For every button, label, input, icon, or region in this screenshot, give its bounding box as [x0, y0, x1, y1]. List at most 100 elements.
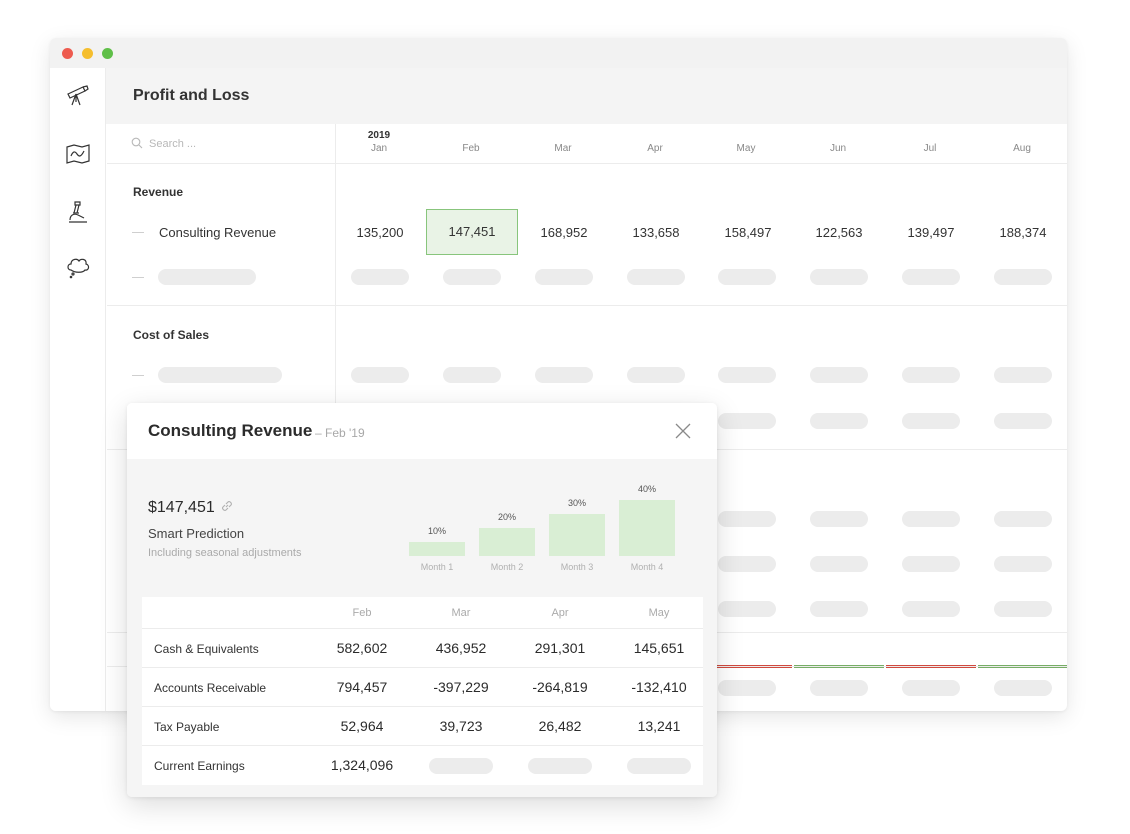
minimize-window-button[interactable] [82, 48, 93, 59]
search-box[interactable] [107, 124, 335, 164]
placeholder-cell [718, 680, 776, 696]
cell-jul[interactable]: 139,497 [907, 225, 955, 240]
popup-subtitle: – Feb '19 [315, 426, 365, 440]
link-icon[interactable] [220, 499, 234, 518]
placeholder-cell [627, 367, 685, 383]
table-cell: -132,410 [631, 679, 687, 695]
placeholder-cell [627, 758, 691, 774]
placeholder-cell [718, 511, 776, 527]
thought-cloud-icon[interactable] [64, 254, 92, 282]
cell-feb-selected[interactable]: 147,451 [426, 209, 518, 255]
placeholder-cell [718, 269, 776, 285]
page-header: Profit and Loss [106, 68, 1067, 124]
table-header-row: Feb Mar Apr May [142, 597, 703, 629]
prediction-bar-label: 30% [567, 498, 586, 508]
maximize-window-button[interactable] [102, 48, 113, 59]
page-title: Profit and Loss [133, 87, 250, 104]
prediction-bar-label: 10% [427, 526, 446, 536]
table-cell: 1,324,096 [330, 757, 394, 773]
cell-apr[interactable]: 133,658 [632, 225, 680, 240]
placeholder-cell [429, 758, 493, 774]
placeholder-cell [994, 601, 1052, 617]
table-cell: 145,651 [633, 640, 685, 656]
placeholder-cell [535, 367, 593, 383]
table-cell: 794,457 [336, 679, 388, 695]
placeholder-cell [994, 556, 1052, 572]
close-icon[interactable] [673, 421, 693, 441]
table-row: Current Earnings 1,324,096 [142, 746, 703, 785]
table-cell: 291,301 [534, 640, 586, 656]
table-cell: 39,723 [439, 718, 483, 734]
table-row: Tax Payable 52,964 39,723 26,482 13,241 [142, 707, 703, 746]
column-header-jul: Jul [923, 143, 937, 154]
column-header-apr: Apr [647, 143, 663, 154]
placeholder-label [158, 367, 282, 383]
table-row: Accounts Receivable 794,457 -397,229 -26… [142, 668, 703, 707]
placeholder-cell [810, 413, 868, 429]
placeholder-cell [718, 601, 776, 617]
prediction-bar [619, 500, 675, 556]
map-icon[interactable] [64, 140, 92, 168]
section-title-revenue: Revenue [133, 185, 184, 199]
row-dash [132, 232, 144, 233]
cell-jun[interactable]: 122,563 [815, 225, 863, 240]
popup-title: Consulting Revenue [148, 421, 313, 440]
column-header-aug: Aug [1013, 143, 1031, 154]
placeholder-cell [351, 367, 409, 383]
table-header-may: May [648, 607, 670, 619]
telescope-icon[interactable] [64, 82, 92, 110]
placeholder-cell [528, 758, 592, 774]
placeholder-cell [810, 556, 868, 572]
row-label: Current Earnings [154, 759, 245, 773]
row-label: Accounts Receivable [154, 681, 267, 695]
prediction-bar-label: 20% [497, 512, 516, 522]
placeholder-cell [902, 601, 960, 617]
column-header-mar: Mar [554, 143, 572, 154]
detail-popup: Consulting Revenue – Feb '19 $147,451 Sm… [127, 403, 717, 797]
column-header-jan: Jan [370, 143, 388, 154]
placeholder-cell [810, 680, 868, 696]
placeholder-cell [902, 413, 960, 429]
cell-jan[interactable]: 135,200 [356, 225, 404, 240]
placeholder-label [158, 269, 256, 285]
prediction-month-label: Month 3 [560, 562, 594, 572]
column-header-feb: Feb [462, 143, 480, 154]
placeholder-cell [627, 269, 685, 285]
placeholder-cell [718, 367, 776, 383]
table-cell: 26,482 [538, 718, 582, 734]
placeholder-cell [994, 367, 1052, 383]
placeholder-cell [351, 269, 409, 285]
prediction-bar-label: 40% [637, 484, 656, 494]
table-cell: 582,602 [336, 640, 388, 656]
cell-may[interactable]: 158,497 [724, 225, 772, 240]
column-header-may: May [736, 143, 756, 154]
placeholder-cell [902, 367, 960, 383]
row-label: Tax Payable [154, 720, 220, 734]
close-window-button[interactable] [62, 48, 73, 59]
prediction-month-label: Month 1 [420, 562, 454, 572]
placeholder-cell [902, 680, 960, 696]
section-divider [107, 305, 1067, 306]
placeholder-cell [443, 269, 501, 285]
row-dash [132, 277, 144, 278]
prediction-amount: $147,451 [148, 499, 215, 516]
placeholder-cell [902, 269, 960, 285]
prediction-bar [479, 528, 535, 556]
microscope-icon[interactable] [64, 198, 92, 226]
popup-body: $147,451 Smart Prediction Including seas… [127, 459, 717, 797]
sidebar [50, 68, 106, 711]
search-input[interactable] [149, 133, 319, 155]
table-cell: -397,229 [433, 679, 489, 695]
cell-aug[interactable]: 188,374 [999, 225, 1047, 240]
prediction-bar [409, 542, 465, 556]
prediction-month-label: Month 2 [490, 562, 524, 572]
row-label-consulting-revenue[interactable]: Consulting Revenue [159, 225, 277, 240]
table-cell: 436,952 [435, 640, 487, 656]
placeholder-cell [902, 556, 960, 572]
section-title-cost-of-sales: Cost of Sales [133, 328, 210, 342]
column-header-jun: Jun [829, 143, 847, 154]
prediction-bar [549, 514, 605, 556]
table-header-feb: Feb [352, 607, 372, 619]
cell-mar[interactable]: 168,952 [540, 225, 588, 240]
table-row: Cash & Equivalents 582,602 436,952 291,3… [142, 629, 703, 668]
